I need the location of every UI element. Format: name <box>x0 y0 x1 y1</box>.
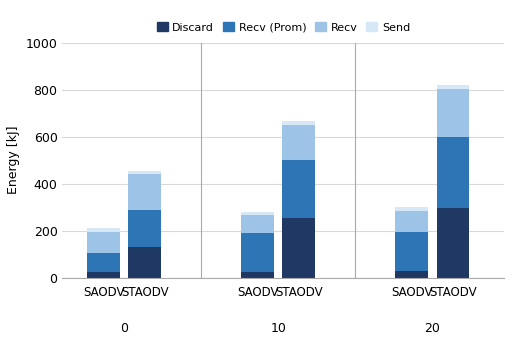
Text: 20: 20 <box>424 322 440 335</box>
Bar <box>128 210 161 247</box>
Bar <box>437 208 470 278</box>
Bar <box>437 137 470 208</box>
Bar <box>241 212 274 215</box>
Bar <box>282 125 315 160</box>
Bar <box>395 232 428 271</box>
Bar <box>395 211 428 232</box>
Bar <box>87 272 120 278</box>
Y-axis label: Energy [kJ]: Energy [kJ] <box>7 126 20 194</box>
Bar <box>437 89 470 137</box>
Legend: Discard, Recv (Prom), Recv, Send: Discard, Recv (Prom), Recv, Send <box>152 18 414 37</box>
Bar <box>241 272 274 278</box>
Bar <box>128 171 161 174</box>
Bar <box>282 160 315 218</box>
Bar <box>241 215 274 233</box>
Bar <box>87 228 120 232</box>
Bar <box>87 253 120 272</box>
Bar <box>395 271 428 278</box>
Bar <box>128 174 161 210</box>
Text: 10: 10 <box>270 322 286 335</box>
Bar <box>395 207 428 211</box>
Bar <box>241 233 274 272</box>
Bar <box>282 121 315 125</box>
Bar <box>282 218 315 278</box>
Bar <box>87 232 120 253</box>
Text: 0: 0 <box>120 322 128 335</box>
Bar <box>437 85 470 89</box>
Bar <box>128 247 161 278</box>
